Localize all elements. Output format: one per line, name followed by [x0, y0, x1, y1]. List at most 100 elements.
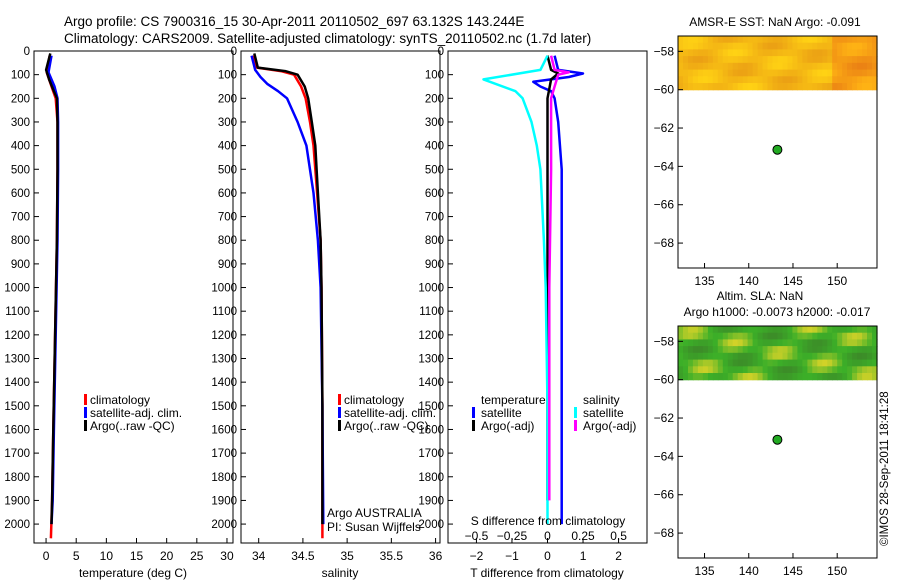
heatmap-cell [777, 56, 784, 64]
heatmap-cell [747, 366, 754, 374]
heatmap-cell [867, 332, 873, 340]
heatmap-cell [872, 83, 878, 91]
heatmap-cell [782, 352, 789, 361]
x-tick-label: 36 [429, 549, 443, 563]
heatmap-cell [692, 352, 699, 361]
heatmap-cell [702, 69, 709, 77]
heatmap-cell [837, 332, 843, 340]
sst-map-panel: AMSR-E SST: NaN Argo: -0.091 135 140 145 15… [654, 15, 878, 288]
heatmap-cell [787, 339, 794, 347]
heatmap-cell [702, 62, 709, 71]
heatmap-cell [782, 332, 789, 340]
heatmap-cell [707, 56, 714, 64]
heatmap-cell [807, 76, 813, 84]
legend-label-climatology: climatology [344, 393, 404, 407]
depth-tick-label: 1800 [211, 472, 237, 484]
heatmap-cell [757, 49, 764, 57]
heatmap-cell [678, 62, 684, 71]
heatmap-cell [717, 49, 724, 57]
heatmap-cell [797, 359, 803, 367]
heatmap-cell [792, 42, 798, 50]
heatmap-cell [702, 42, 709, 50]
heatmap-cell [822, 326, 828, 334]
heatmap-cell [832, 359, 838, 367]
heatmap-cell [697, 83, 704, 91]
x-tick-label: 30 [220, 549, 234, 563]
heatmap-cell [722, 49, 729, 57]
heatmap-cell [782, 359, 789, 367]
depth-tick-label: 400 [11, 141, 30, 153]
latitude-tick-label: −58 [654, 44, 675, 58]
heatmap-cell [757, 332, 764, 340]
heatmap-cell [737, 326, 744, 334]
heatmap-cell [772, 56, 779, 64]
heatmap-cell [777, 332, 784, 340]
heatmap-cell [817, 339, 823, 347]
heatmap-cell [817, 326, 823, 334]
heatmap-cell [777, 42, 784, 50]
heatmap-cell [832, 69, 838, 77]
heatmap-cell [852, 339, 858, 347]
heatmap-cell [857, 373, 863, 381]
heatmap-cell [697, 42, 704, 50]
heatmap-cell [717, 366, 724, 374]
heatmap-cell [767, 366, 774, 374]
heatmap-cell [837, 366, 843, 374]
heatmap-cell [683, 76, 689, 84]
heatmap-cell [792, 346, 798, 354]
heatmap-cell [757, 76, 764, 84]
heatmap-cell [817, 76, 823, 84]
heatmap-cell [742, 346, 749, 354]
heatmap-cell [792, 36, 798, 44]
latitude-tick-label: −62 [654, 121, 675, 135]
heatmap-cell [732, 83, 739, 91]
heatmap-cell [862, 373, 868, 381]
heatmap-cell [692, 42, 699, 50]
heatmap-cell [787, 366, 794, 374]
heatmap-cell [822, 339, 828, 347]
x-tick-label: 2 [615, 549, 622, 563]
heatmap-cell [857, 366, 863, 374]
heatmap-cell [872, 332, 878, 340]
heatmap-cell [683, 42, 689, 50]
heatmap-cell [782, 83, 789, 91]
heatmap-cell [837, 373, 843, 381]
legend-header-salinity: salinity [583, 393, 620, 407]
heatmap-cell [678, 36, 684, 44]
heatmap-cell [872, 49, 878, 57]
heatmap-cell [762, 69, 769, 77]
x-tick-label: 35.5 [380, 549, 404, 563]
heatmap-cell [802, 36, 808, 44]
heatmap-cell [867, 49, 873, 57]
heatmap-cell [852, 83, 858, 91]
heatmap-cell [817, 42, 823, 50]
heatmap-cell [777, 339, 784, 347]
heatmap-cell [792, 62, 798, 71]
depth-tick-label: 1700 [418, 448, 444, 460]
heatmap-cell [852, 62, 858, 71]
legend-swatch-climatology [84, 394, 87, 405]
difference-panel: 0100200300400500600700800900100011001200… [418, 46, 648, 580]
heatmap-cell [832, 36, 838, 44]
heatmap-cell [737, 346, 744, 354]
heatmap-cell [852, 42, 858, 50]
heatmap-cell [772, 346, 779, 354]
heatmap-cell [747, 49, 754, 57]
heatmap-cell [732, 62, 739, 71]
temperature-x-label: temperature (deg C) [79, 566, 187, 580]
heatmap-cell [772, 49, 779, 57]
heatmap-cell [757, 62, 764, 71]
heatmap-cell [842, 359, 848, 367]
heatmap-cell [692, 56, 699, 64]
depth-tick-label: 1900 [4, 495, 30, 507]
heatmap-cell [852, 366, 858, 374]
heatmap-cell [822, 42, 828, 50]
legend-swatch-climatology [338, 394, 341, 405]
heatmap-cell [872, 346, 878, 354]
heatmap-cell [847, 42, 853, 50]
heatmap-cell [807, 56, 813, 64]
heatmap-cell [762, 42, 769, 50]
map-border [677, 325, 878, 559]
heatmap-cell [722, 76, 729, 84]
salinity-axes-frame [240, 50, 441, 544]
